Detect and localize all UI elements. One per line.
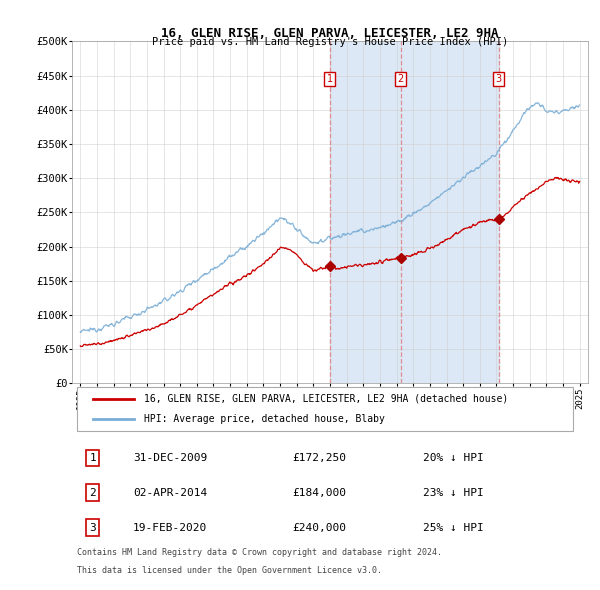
FancyBboxPatch shape — [77, 387, 572, 431]
Text: 2: 2 — [398, 74, 404, 84]
Text: 16, GLEN RISE, GLEN PARVA, LEICESTER, LE2 9HA: 16, GLEN RISE, GLEN PARVA, LEICESTER, LE… — [161, 27, 499, 40]
Text: 19-FEB-2020: 19-FEB-2020 — [133, 523, 207, 533]
Text: This data is licensed under the Open Government Licence v3.0.: This data is licensed under the Open Gov… — [77, 566, 382, 575]
Text: 1: 1 — [327, 74, 333, 84]
Text: £172,250: £172,250 — [293, 453, 347, 463]
Bar — [330, 41, 499, 384]
Text: £240,000: £240,000 — [293, 523, 347, 533]
Text: £184,000: £184,000 — [293, 487, 347, 497]
Text: Contains HM Land Registry data © Crown copyright and database right 2024.: Contains HM Land Registry data © Crown c… — [77, 548, 442, 557]
Text: Price paid vs. HM Land Registry's House Price Index (HPI): Price paid vs. HM Land Registry's House … — [152, 37, 508, 47]
Text: 23% ↓ HPI: 23% ↓ HPI — [424, 487, 484, 497]
Text: 25% ↓ HPI: 25% ↓ HPI — [424, 523, 484, 533]
Text: 31-DEC-2009: 31-DEC-2009 — [133, 453, 207, 463]
Text: 16, GLEN RISE, GLEN PARVA, LEICESTER, LE2 9HA (detached house): 16, GLEN RISE, GLEN PARVA, LEICESTER, LE… — [144, 394, 508, 404]
Text: HPI: Average price, detached house, Blaby: HPI: Average price, detached house, Blab… — [144, 414, 385, 424]
Text: 02-APR-2014: 02-APR-2014 — [133, 487, 207, 497]
Text: 2: 2 — [89, 487, 96, 497]
Text: 3: 3 — [496, 74, 502, 84]
Text: 20% ↓ HPI: 20% ↓ HPI — [424, 453, 484, 463]
Text: 1: 1 — [89, 453, 96, 463]
Text: 3: 3 — [89, 523, 96, 533]
